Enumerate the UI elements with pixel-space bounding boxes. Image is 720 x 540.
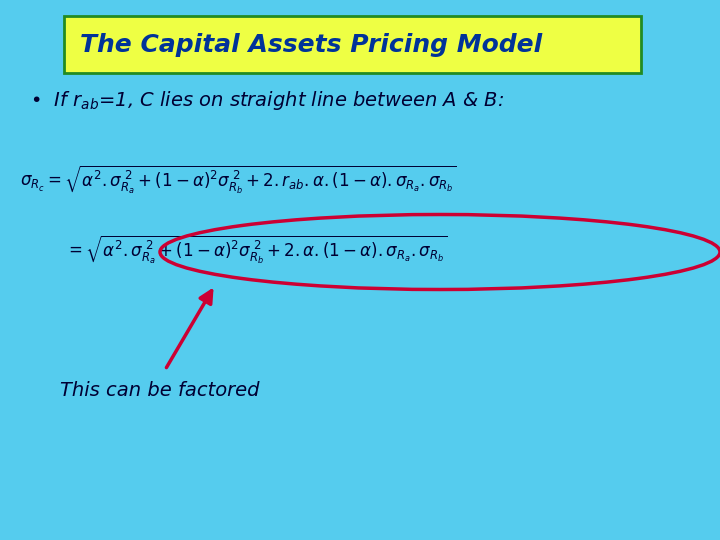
Text: •  If r$_{ab}$=1, C lies on straight line between A & B:: • If r$_{ab}$=1, C lies on straight line…: [30, 89, 504, 111]
Text: $\sigma_{R_c} = \sqrt{\alpha^2.\sigma_{R_a}^{\;2} + (1-\alpha)^2\sigma_{R_b}^{\;: $\sigma_{R_c} = \sqrt{\alpha^2.\sigma_{R…: [20, 164, 457, 196]
Text: This can be factored: This can be factored: [60, 381, 259, 400]
FancyBboxPatch shape: [64, 16, 641, 73]
Text: $= \sqrt{\alpha^2.\sigma_{R_a}^{\;2} + (1-\alpha)^2\sigma_{R_b}^{\;2} + 2.\alpha: $= \sqrt{\alpha^2.\sigma_{R_a}^{\;2} + (…: [65, 234, 448, 266]
Text: The Capital Assets Pricing Model: The Capital Assets Pricing Model: [80, 33, 542, 57]
